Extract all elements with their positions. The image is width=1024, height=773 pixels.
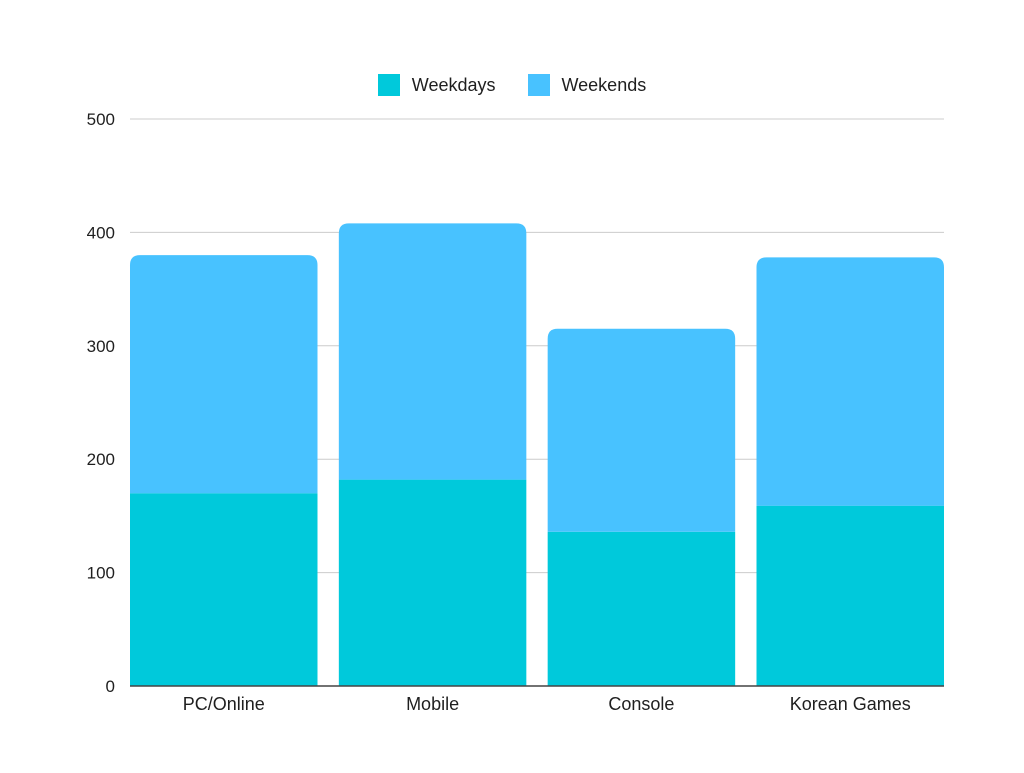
bar-weekdays-mobile xyxy=(338,479,527,686)
bar-weekends-pc-online xyxy=(130,255,318,494)
x-tick-label: Mobile xyxy=(406,694,459,714)
y-axis-ticks: 0 100 200 300 400 500 xyxy=(87,110,115,696)
bar-weekends-mobile xyxy=(338,223,527,480)
y-tick-label: 300 xyxy=(87,337,115,356)
bars xyxy=(130,223,944,686)
legend-label-weekends: Weekends xyxy=(561,74,647,95)
legend-swatch-weekends xyxy=(527,74,550,96)
bar-weekdays-pc-online xyxy=(130,493,318,686)
x-tick-label: PC/Online xyxy=(183,694,265,714)
y-tick-label: 500 xyxy=(87,110,115,129)
bar-weekdays-korean-games xyxy=(756,505,944,686)
legend-item-weekdays: Weekdays xyxy=(377,74,496,96)
y-tick-label: 0 xyxy=(106,677,115,696)
x-axis-ticks: PC/Online Mobile Console Korean Games xyxy=(183,694,911,714)
bar-weekdays-console xyxy=(547,531,736,686)
legend: Weekdays Weekends xyxy=(0,74,1024,96)
x-tick-label: Console xyxy=(608,694,674,714)
x-tick-label: Korean Games xyxy=(790,694,911,714)
y-tick-label: 100 xyxy=(87,564,115,583)
bar-weekends-console xyxy=(547,328,736,532)
y-tick-label: 200 xyxy=(87,450,115,469)
legend-label-weekdays: Weekdays xyxy=(411,74,496,95)
y-tick-label: 400 xyxy=(87,223,115,242)
legend-swatch-weekdays xyxy=(377,74,400,96)
bar-weekends-korean-games xyxy=(756,257,944,506)
legend-item-weekends: Weekends xyxy=(527,74,647,96)
